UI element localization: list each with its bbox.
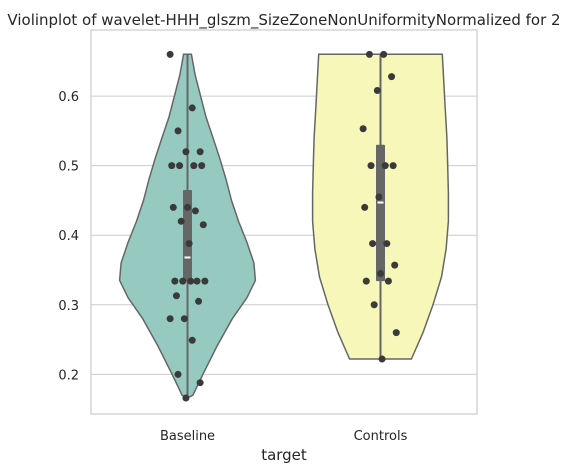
data-point [193,278,200,285]
y-tick-label: 0.6 [58,90,79,105]
data-point [383,240,390,247]
data-point [369,240,376,247]
data-point [380,51,387,58]
data-point [379,356,386,363]
data-point [366,51,373,58]
data-point [391,262,398,269]
data-point [385,278,392,285]
data-point [167,51,174,58]
data-point [182,148,189,155]
data-point [189,104,196,111]
data-point [360,125,367,132]
data-point [184,204,191,211]
data-point [197,379,204,386]
x-tick-label: Baseline [160,429,215,444]
data-point [178,218,185,225]
data-point [198,162,205,169]
data-point [182,395,189,402]
data-point [382,162,389,169]
data-point [371,301,378,308]
data-point [363,278,370,285]
y-tick-labels: 0.2 0.3 0.4 0.5 0.6 [58,90,79,383]
data-point [175,371,182,378]
data-point [197,148,204,155]
data-point [179,278,186,285]
data-point [167,315,174,322]
data-point [388,73,395,80]
y-tick-label: 0.4 [58,229,79,244]
y-tick-label: 0.2 [58,368,79,383]
data-point [171,278,178,285]
data-point [176,162,183,169]
data-point [189,337,196,344]
data-point [201,278,208,285]
chart-title: Violinplot of wavelet-HHH_glszm_SizeZone… [7,11,560,30]
data-point [173,292,180,299]
data-point [181,315,188,322]
data-point [390,162,397,169]
data-point [374,87,381,94]
data-point [187,278,194,285]
iqr-box [183,190,192,281]
x-tick-label: Controls [354,429,408,444]
data-point [192,207,199,214]
y-tick-label: 0.5 [58,160,79,175]
data-point [170,204,177,211]
data-point [175,127,182,134]
data-point [375,193,382,200]
violins [120,54,449,398]
data-point [190,162,197,169]
data-point [377,270,384,277]
x-tick-labels: Baseline Controls [160,429,408,444]
data-point [195,298,202,305]
data-point [393,329,400,336]
data-point [368,162,375,169]
data-point [200,221,207,228]
y-tick-label: 0.3 [58,299,79,314]
data-point [168,162,175,169]
x-axis-label: target [261,446,307,464]
data-point [186,240,193,247]
data-point [361,204,368,211]
